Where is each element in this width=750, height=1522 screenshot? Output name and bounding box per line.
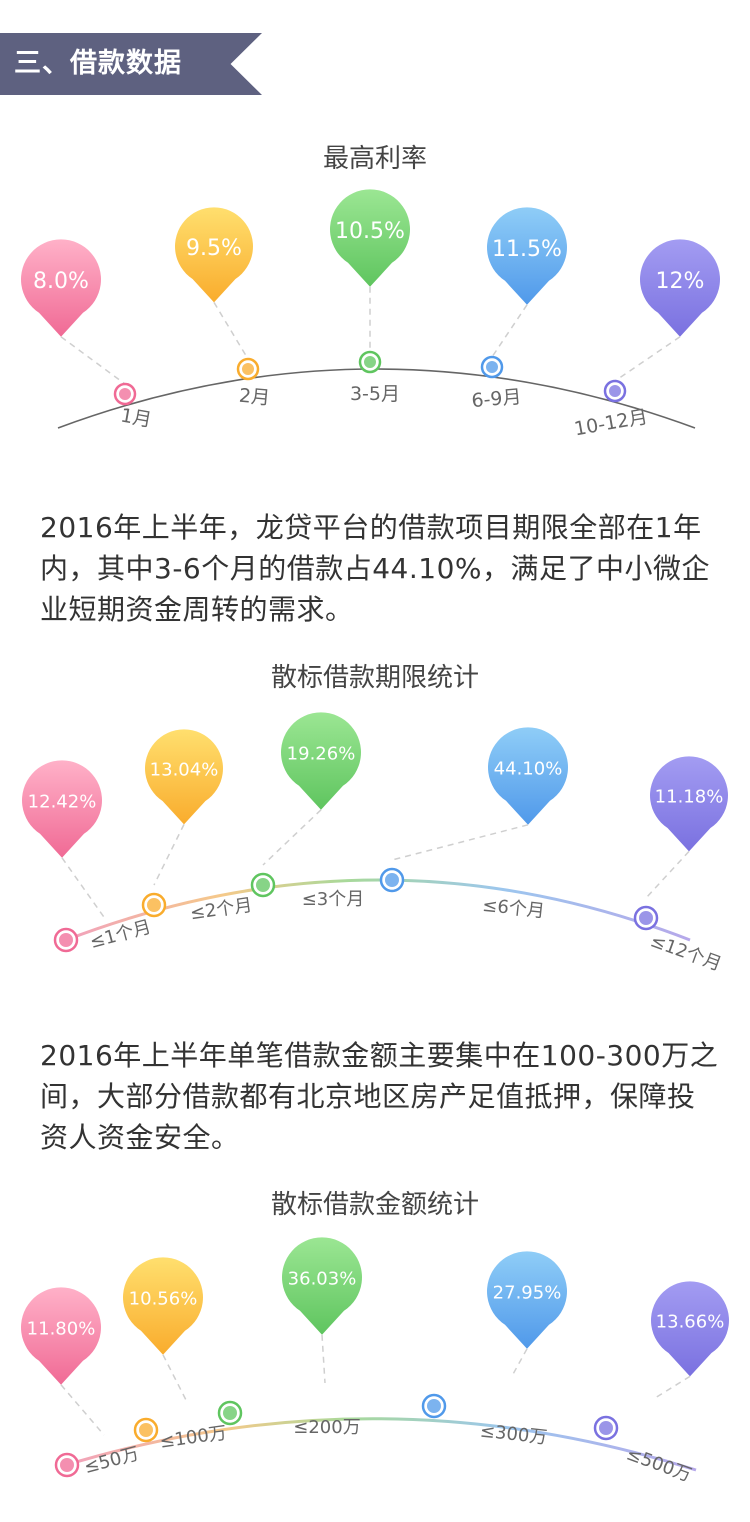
marker-dot [599,1421,613,1435]
value-pin: 13.04% [145,729,224,825]
value-pin: 13.66% [651,1281,729,1377]
value-label: 10.56% [129,1288,198,1309]
value-pin: 11.5% [487,207,567,305]
marker-dot [256,878,270,892]
value-pin: 11.18% [650,756,729,852]
leader-line [262,809,322,866]
value-label: 13.04% [150,759,219,780]
category-label: ≤200万 [293,1417,360,1438]
value-label: 12% [656,269,705,294]
leader-line [654,1375,691,1399]
category-label: ≤100万 [158,1422,228,1452]
value-pin: 44.10% [488,727,568,825]
value-label: 12.42% [28,791,97,812]
chart-title-amount: 散标借款金额统计 [270,1190,479,1220]
leader-line [60,336,126,385]
marker-dot [59,933,73,947]
leader-line [491,304,528,358]
value-label: 44.10% [494,758,563,779]
marker-dot [385,873,399,887]
value-label: 10.5% [335,219,405,244]
leader-line [60,1384,105,1436]
value-label: 8.0% [33,269,89,294]
value-pin: 11.80% [21,1287,102,1385]
value-label: 13.66% [656,1311,725,1332]
marker-dot [223,1406,237,1420]
value-pin: 36.03% [282,1237,362,1335]
rate-chart: 8.0% 1月 9.5% 2月 10.5% 3-5月 11.5% 6-9月 12% 10-12月 [21,189,720,441]
leader-line [645,850,690,899]
amount-chart: 11.80% ≤50万 10.56% ≤100万 36.03% ≤200万 27.95% ≤3… [21,1237,729,1486]
category-label: ≤6个月 [481,895,545,922]
marker-dot [639,911,653,925]
value-label: 9.5% [186,236,242,261]
marker-dot [139,1423,153,1437]
marker-dot [119,388,131,400]
marker-dot [427,1399,441,1413]
section-title: 三、借款数据 [14,48,182,79]
value-pin: 8.0% [21,239,102,337]
value-pin: 27.95% [487,1251,567,1349]
marker-dot [364,356,376,368]
value-pin: 9.5% [175,207,254,303]
value-label: 11.80% [27,1318,96,1339]
leader-line [213,301,249,360]
paragraph-amount: 2016年上半年单笔借款金额主要集中在100-300万之间，大部分借款都有北京地… [40,1039,719,1154]
value-label: 19.26% [287,743,356,764]
chart-title-rate: 最高利率 [322,144,427,174]
value-pin: 19.26% [280,712,361,810]
value-pin: 12% [640,239,720,337]
category-label: 10-12月 [573,406,650,441]
leader-line [511,1348,528,1377]
paragraph-term: 2016年上半年，龙贷平台的借款项目期限全部在1年内，其中3-6个月的借款占44… [40,511,710,626]
value-label: 11.18% [655,786,724,807]
category-label: ≤3个月 [302,889,365,910]
marker-dot [609,385,621,397]
category-label: ≤500万 [624,1443,695,1486]
marker-dot [60,1458,74,1472]
leader-line [614,336,681,382]
value-label: 36.03% [288,1268,357,1289]
leader-line [61,857,107,921]
term-chart: 12.42%≤1个月13.04%≤2个月19.26%≤3个月44.10%≤6个月… [22,712,729,975]
category-label: 2月 [238,385,271,410]
leader-line [321,1334,326,1384]
timeline-arc [65,1417,697,1472]
leader-line [391,824,529,861]
category-label: ≤50万 [82,1443,142,1478]
category-label: 6-9月 [471,386,523,412]
marker-dot [147,898,161,912]
value-label: 27.95% [493,1282,562,1303]
value-pin: 10.56% [122,1257,203,1355]
category-label: ≤300万 [479,1421,548,1449]
category-label: 3-5月 [350,383,400,405]
marker-dot [486,361,498,373]
leader-line [162,1354,187,1401]
chart-title-term: 散标借款期限统计 [270,663,479,693]
marker-dot [242,363,254,375]
section-banner: 三、借款数据 [0,33,262,95]
value-pin: 10.5% [329,189,410,287]
leader-line [153,824,185,886]
value-label: 11.5% [492,237,562,262]
value-pin: 12.42% [22,760,103,858]
category-label: 1月 [119,405,153,432]
